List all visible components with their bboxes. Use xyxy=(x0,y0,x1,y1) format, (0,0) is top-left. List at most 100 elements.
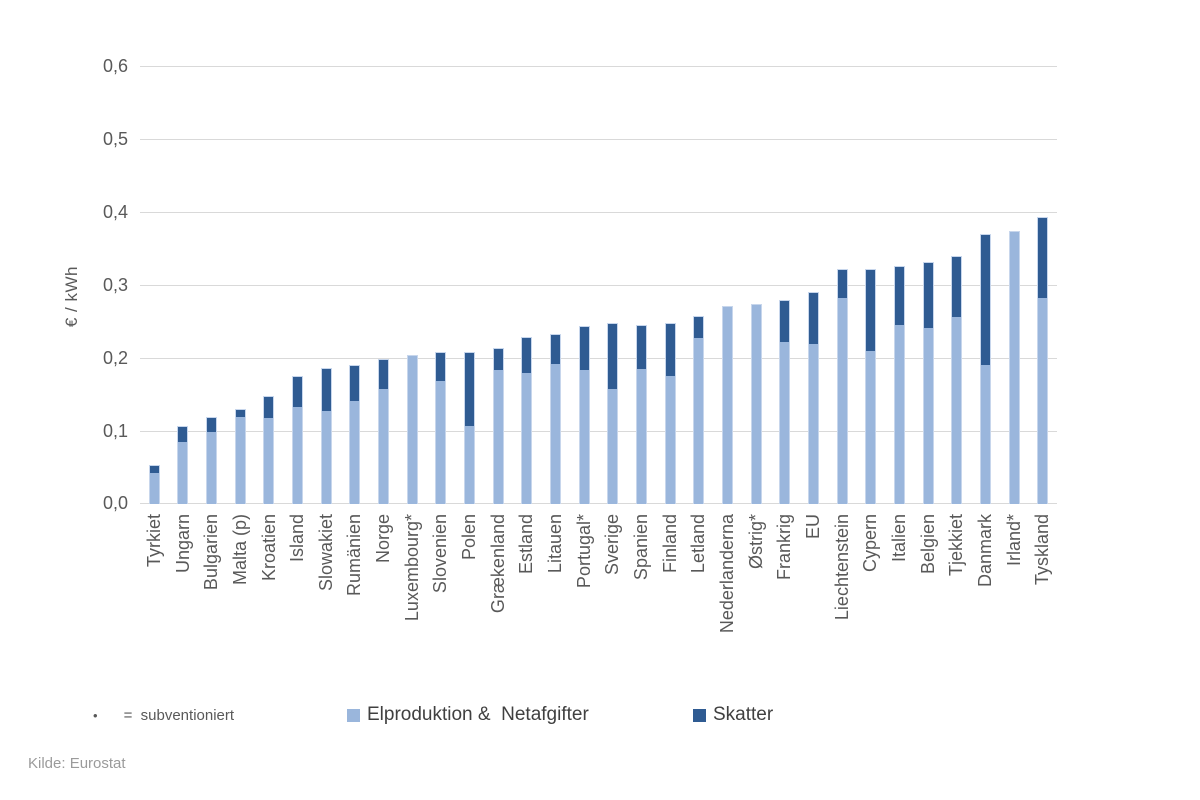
bar-litauen xyxy=(550,334,562,504)
y-tick-label-0_6: 0,6 xyxy=(102,56,128,76)
segment-skatter xyxy=(808,293,818,344)
subsidy-bullet-icon: • xyxy=(93,708,98,723)
x-tick-label: Østrig* xyxy=(745,514,766,570)
bar-band xyxy=(255,66,284,504)
bar-band xyxy=(541,66,570,504)
x-tick-label: Letland xyxy=(688,514,709,574)
gridline-0_1 xyxy=(140,431,1057,432)
gridline-0_6 xyxy=(140,66,1057,67)
bar-band xyxy=(455,66,484,504)
x-label-band: Polen xyxy=(455,514,484,633)
segment-skatter xyxy=(980,235,990,365)
bar-sverige xyxy=(607,323,619,504)
bar-band xyxy=(742,66,771,504)
x-label-band: Norge xyxy=(369,514,398,633)
segment-elproduktion-netafgifter xyxy=(1038,298,1048,504)
bar-band xyxy=(914,66,943,504)
y-tick-label-0_1: 0,1 xyxy=(102,421,128,441)
x-tick-label: Portugal* xyxy=(573,514,594,589)
x-tick-label: Italien xyxy=(888,514,909,563)
subsidy-note-text: = subventioniert xyxy=(123,707,235,724)
x-tick-label: Sverige xyxy=(602,514,623,576)
x-tick-label: Irland* xyxy=(1003,514,1024,567)
bar-band xyxy=(169,66,198,504)
segment-elproduktion-netafgifter xyxy=(866,351,876,504)
bar-band xyxy=(369,66,398,504)
legend-label-elproduktion: Elproduktion & Netafgifter xyxy=(367,704,589,725)
bar-norge xyxy=(378,359,390,504)
segment-elproduktion-netafgifter xyxy=(407,356,417,504)
bar-finland xyxy=(664,323,676,504)
segment-skatter xyxy=(178,427,188,442)
x-tick-label: Island xyxy=(287,514,308,563)
segment-skatter xyxy=(493,349,503,370)
bar-gr-kenland xyxy=(492,348,504,504)
bar-band xyxy=(770,66,799,504)
segment-skatter xyxy=(207,418,217,432)
x-tick-label: Bulgarien xyxy=(201,514,222,591)
segment-skatter xyxy=(235,410,245,417)
segment-skatter xyxy=(952,257,962,317)
dark-blue-square-icon xyxy=(693,708,706,722)
x-label-band: Grækenland xyxy=(484,514,513,633)
subsidy-note: • = subventioniert xyxy=(93,707,234,724)
x-tick-label: Tjekkiet xyxy=(946,514,967,577)
bar-frankrig xyxy=(779,300,791,504)
segment-elproduktion-netafgifter xyxy=(465,426,475,504)
segment-elproduktion-netafgifter xyxy=(751,305,761,504)
x-label-band: Rumänien xyxy=(341,514,370,633)
x-label-band: Estland xyxy=(513,514,542,633)
gridline-0_5 xyxy=(140,139,1057,140)
bar-band xyxy=(513,66,542,504)
segment-elproduktion-netafgifter xyxy=(665,376,675,504)
segment-skatter xyxy=(636,326,646,369)
segment-skatter xyxy=(837,270,847,298)
x-label-band: Tyrkiet xyxy=(140,514,169,633)
y-axis-title: € / kWh xyxy=(62,266,81,328)
segment-elproduktion-netafgifter xyxy=(379,389,389,504)
segment-elproduktion-netafgifter xyxy=(493,370,503,504)
bar-band xyxy=(799,66,828,504)
segment-skatter xyxy=(149,466,159,473)
bar-slowakiet xyxy=(320,368,332,504)
x-tick-label: Cypern xyxy=(860,514,881,573)
bar--strig xyxy=(750,304,762,504)
x-tick-label: Slowakiet xyxy=(315,514,336,592)
segment-skatter xyxy=(350,366,360,401)
x-tick-label: Slovenien xyxy=(430,514,451,594)
x-tick-label: Grækenland xyxy=(487,514,508,614)
x-tick-label: Belgien xyxy=(917,514,938,575)
x-label-band: Kroatien xyxy=(255,514,284,633)
x-label-band: Slovenien xyxy=(427,514,456,633)
bar-series xyxy=(140,66,1057,504)
x-label-band: EU xyxy=(799,514,828,633)
segment-elproduktion-netafgifter xyxy=(808,344,818,504)
bar-band xyxy=(484,66,513,504)
segment-elproduktion-netafgifter xyxy=(952,317,962,504)
y-tick-label-0_3: 0,3 xyxy=(102,275,128,295)
bar-band xyxy=(684,66,713,504)
segment-elproduktion-netafgifter xyxy=(722,307,732,504)
x-label-band: Nederlanderna xyxy=(713,514,742,633)
x-label-band: Malta (p) xyxy=(226,514,255,633)
segment-skatter xyxy=(379,360,389,389)
segment-skatter xyxy=(665,324,675,376)
bar-band xyxy=(828,66,857,504)
bar-eu xyxy=(807,292,819,504)
segment-skatter xyxy=(264,397,274,418)
x-label-band: Portugal* xyxy=(570,514,599,633)
gridline-0_0 xyxy=(140,503,1057,504)
x-label-band: Letland xyxy=(684,514,713,633)
x-label-band: Sverige xyxy=(599,514,628,633)
y-tick-label-0_5: 0,5 xyxy=(102,129,128,149)
segment-skatter xyxy=(1038,218,1048,298)
segment-elproduktion-netafgifter xyxy=(1009,232,1019,504)
x-tick-label: Estland xyxy=(516,514,537,575)
bar-irland xyxy=(1008,231,1020,504)
y-tick-label-0_4: 0,4 xyxy=(102,202,128,222)
segment-elproduktion-netafgifter xyxy=(636,369,646,504)
bar-cypern xyxy=(865,269,877,504)
x-label-band: Slowakiet xyxy=(312,514,341,633)
bar-band xyxy=(627,66,656,504)
